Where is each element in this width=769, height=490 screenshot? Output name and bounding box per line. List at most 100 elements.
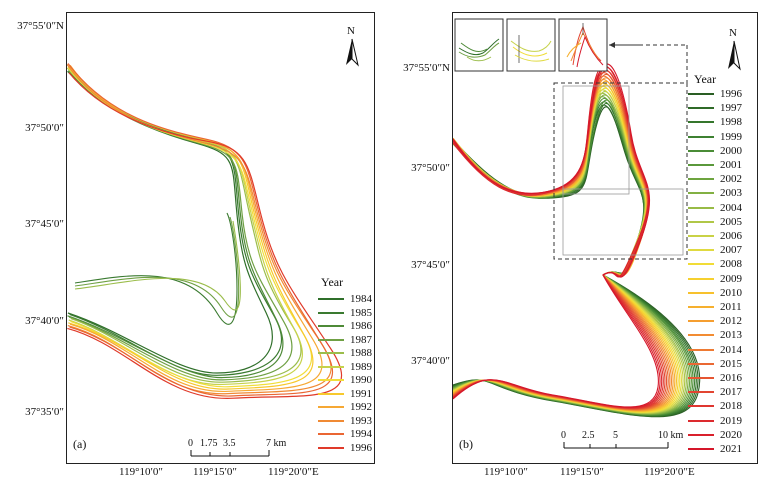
lat-label-b-3: 37°40′0″ bbox=[411, 355, 450, 367]
legend-swatch bbox=[318, 365, 344, 368]
legend-swatch bbox=[688, 362, 714, 365]
lat-label-a-1: 37°50′0″ bbox=[25, 122, 64, 134]
legend-label: 1999 bbox=[720, 130, 742, 143]
legend-swatch bbox=[688, 93, 714, 95]
legend-item: 2015 bbox=[688, 358, 742, 370]
shoreline-path bbox=[68, 65, 314, 390]
legend-label: 1984 bbox=[350, 293, 372, 305]
legend-item: 2008 bbox=[688, 258, 742, 270]
legend-item: 1990 bbox=[318, 374, 372, 386]
legend-swatch bbox=[688, 419, 714, 422]
legend-label: 1994 bbox=[350, 428, 372, 440]
legend-swatch bbox=[688, 306, 714, 308]
legend-item: 1994 bbox=[318, 428, 372, 440]
north-arrow-a bbox=[346, 38, 359, 67]
legend-item: 1998 bbox=[688, 116, 742, 128]
legend-swatch bbox=[688, 263, 714, 266]
legend-item: 2011 bbox=[688, 301, 742, 313]
scale-tick-a-2: 3.5 bbox=[223, 438, 236, 449]
legend-label: 2018 bbox=[720, 400, 742, 413]
shoreline-path bbox=[68, 69, 293, 381]
shoreline-path bbox=[74, 220, 241, 311]
legend-label: 1996 bbox=[350, 441, 372, 454]
legend-label: 2020 bbox=[720, 428, 742, 441]
legend-item: 2021 bbox=[688, 443, 742, 455]
lon-label-a-2: 119°20′0″E bbox=[268, 466, 319, 478]
scale-tick-a-1: 1.75 bbox=[200, 438, 218, 449]
legend-title-b: Year bbox=[694, 72, 717, 86]
legend-swatch bbox=[318, 406, 344, 408]
shoreline-path bbox=[69, 68, 302, 383]
shoreline-path bbox=[67, 66, 313, 388]
legend-item: 2018 bbox=[688, 400, 742, 412]
legend-label: 2013 bbox=[720, 329, 742, 342]
legend-label: 1985 bbox=[350, 306, 372, 319]
legend-item: 2005 bbox=[688, 216, 742, 228]
legend-item: 2004 bbox=[688, 202, 742, 214]
legend-item: 1996 bbox=[318, 442, 372, 454]
legend-label: 2005 bbox=[720, 215, 742, 228]
legend-label: 1988 bbox=[350, 347, 372, 359]
lon-label-b-1: 119°15′0″ bbox=[560, 466, 604, 478]
legend-swatch bbox=[688, 433, 714, 436]
map-panel-a: (a) N 0 1.75 3.5 7 km Year 1984 1985 1986 1… bbox=[66, 12, 375, 464]
legend-swatch bbox=[688, 391, 714, 394]
shoreline-path bbox=[67, 72, 343, 399]
legend-title-a: Year bbox=[321, 275, 344, 289]
legend-swatch bbox=[688, 192, 714, 195]
lon-label-a-1: 119°15′0″ bbox=[193, 466, 237, 478]
legend-label: 2008 bbox=[720, 258, 742, 271]
legend-swatch bbox=[318, 338, 344, 341]
legend-item: 1991 bbox=[318, 388, 372, 400]
scale-tick-a-3: 7 km bbox=[266, 438, 287, 449]
legend-swatch bbox=[318, 419, 344, 422]
legend-label: 2001 bbox=[720, 159, 742, 171]
legend-label: 1992 bbox=[350, 401, 372, 413]
legend-swatch bbox=[318, 433, 344, 435]
legend-swatch bbox=[318, 446, 344, 449]
scale-bar-b bbox=[563, 442, 669, 449]
legend-item: 1997 bbox=[688, 102, 742, 114]
legend-swatch bbox=[688, 220, 714, 223]
legend-label: 2016 bbox=[720, 372, 742, 384]
map-panel-b: N 0 2.5 5 10 km (b) bbox=[452, 12, 758, 464]
legend-label: 1990 bbox=[350, 374, 372, 386]
legend-swatch bbox=[688, 320, 714, 323]
panel-tag-b: (b) bbox=[459, 437, 473, 451]
legend-swatch bbox=[318, 392, 344, 395]
legend-label: 1993 bbox=[350, 414, 372, 427]
legend-swatch bbox=[688, 405, 714, 408]
legend-swatch bbox=[688, 121, 714, 124]
legend-swatch bbox=[688, 178, 714, 181]
north-label-a: N bbox=[347, 25, 355, 37]
legend-swatch bbox=[688, 348, 714, 351]
legend-item: 1989 bbox=[318, 361, 372, 373]
legend-label: 1997 bbox=[720, 102, 742, 115]
legend-item: 1999 bbox=[688, 131, 742, 143]
lat-label-a-4: 37°35′0″ bbox=[25, 406, 64, 418]
legend-item: 2000 bbox=[688, 145, 742, 157]
legend-swatch bbox=[688, 149, 714, 152]
scale-tick-b-0: 0 bbox=[561, 430, 566, 441]
legend-item: 2017 bbox=[688, 386, 742, 398]
shoreline-path bbox=[453, 274, 659, 408]
legend-item: 1987 bbox=[318, 334, 372, 346]
legend-label: 2009 bbox=[720, 272, 742, 285]
shoreline-plot-a bbox=[67, 63, 343, 399]
shoreline-path bbox=[67, 64, 332, 395]
legend-swatch bbox=[688, 135, 714, 138]
legend-swatch bbox=[318, 311, 344, 314]
legend-label: 2002 bbox=[720, 173, 742, 186]
legend-item: 2014 bbox=[688, 344, 742, 356]
legend-label: 2011 bbox=[720, 301, 742, 313]
legend-item: 2009 bbox=[688, 273, 742, 285]
shoreline-plot-b bbox=[453, 63, 701, 418]
legend-swatch bbox=[688, 334, 714, 337]
panel-tag-a: (a) bbox=[73, 437, 87, 451]
legend-label: 2012 bbox=[720, 315, 742, 328]
legend-item: 2006 bbox=[688, 230, 742, 242]
shoreline-path bbox=[74, 212, 238, 325]
legend-label: 2000 bbox=[720, 144, 742, 157]
lat-label-a-3: 37°40′0″ bbox=[25, 315, 64, 327]
legend-swatch bbox=[688, 107, 714, 110]
